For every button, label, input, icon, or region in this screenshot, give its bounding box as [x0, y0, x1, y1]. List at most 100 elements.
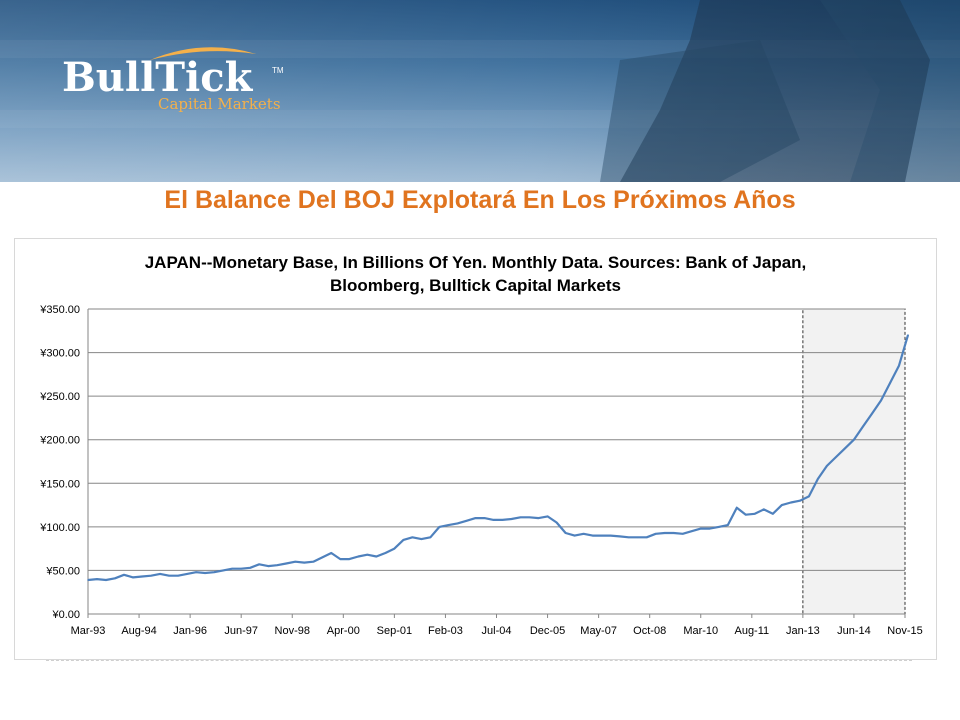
data-point — [690, 530, 693, 532]
data-point — [267, 565, 269, 567]
data-point — [799, 499, 801, 502]
data-point — [222, 569, 224, 572]
line-chart: ¥0.00 ¥50.00 ¥100.00 ¥150.00 ¥200.00 ¥250.00 ¥… — [39, 304, 923, 637]
data-point — [546, 515, 549, 518]
data-point — [402, 539, 405, 541]
banner-figure-silhouette — [600, 40, 800, 182]
data-point — [844, 447, 846, 450]
data-point — [213, 571, 215, 573]
x-tick-label: Mar-10 — [683, 625, 718, 637]
data-point — [889, 382, 891, 384]
y-tick-label: ¥0.00 — [51, 609, 80, 621]
data-point — [663, 532, 666, 534]
y-tick-label: ¥250.00 — [39, 391, 80, 403]
data-point — [672, 532, 675, 534]
logo-subtitle: Capital Markets — [158, 95, 281, 113]
data-point — [907, 334, 909, 336]
data-point — [150, 574, 152, 577]
x-tick-label: Aug-11 — [734, 625, 769, 637]
data-point — [366, 553, 369, 556]
data-point — [537, 517, 540, 519]
x-tick-label: Jan-13 — [786, 625, 820, 637]
data-point — [618, 535, 621, 538]
data-point — [339, 558, 342, 560]
data-point — [645, 536, 648, 539]
data-point — [357, 555, 360, 558]
x-tick-label: Jun-97 — [224, 625, 258, 637]
chart-title: JAPAN--Monetary Base, In Billions Of Yen… — [15, 251, 936, 297]
data-point — [132, 576, 134, 579]
data-point — [276, 564, 279, 566]
data-point — [591, 534, 594, 537]
x-tick-label: Apr-00 — [327, 625, 360, 637]
data-point — [700, 527, 702, 530]
data-point — [114, 577, 116, 580]
data-point — [709, 527, 711, 530]
data-point — [528, 516, 531, 519]
data-point — [627, 536, 630, 539]
data-point — [790, 501, 792, 504]
data-point — [880, 399, 882, 402]
logo-wordmark: BullTick — [62, 54, 253, 101]
data-point — [736, 506, 738, 509]
y-tick-label: ¥300.00 — [39, 348, 80, 360]
data-point — [681, 533, 684, 535]
data-point — [636, 536, 639, 539]
data-point — [249, 567, 251, 569]
data-point — [781, 504, 783, 506]
y-tick-label: ¥50.00 — [45, 565, 80, 577]
slide-title: El Balance Del BOJ Explotará En Los Próx… — [164, 186, 796, 214]
data-point — [862, 425, 864, 428]
logo-swoosh-icon — [150, 47, 256, 60]
data-point — [447, 524, 450, 526]
data-point — [519, 516, 522, 519]
x-tick-label: Mar-93 — [71, 625, 106, 637]
data-point — [501, 519, 504, 521]
data-point — [303, 561, 306, 564]
data-point — [231, 567, 233, 570]
data-point — [564, 532, 567, 534]
data-point — [105, 579, 107, 581]
data-point — [429, 536, 432, 539]
data-point — [826, 465, 828, 467]
data-point — [123, 574, 125, 576]
data-point — [871, 412, 873, 415]
chart-title-line-1: JAPAN--Monetary Base, In Billions Of Yen… — [144, 253, 807, 272]
x-tick-label: Jul-04 — [482, 625, 512, 637]
data-point — [285, 562, 288, 565]
data-point — [186, 573, 188, 575]
data-point — [195, 571, 197, 573]
data-point — [727, 524, 729, 526]
header-banner: BullTick TM Capital Markets — [0, 0, 960, 182]
x-tick-label: Feb-03 — [428, 625, 463, 637]
data-point — [204, 572, 206, 574]
data-point — [465, 520, 468, 522]
data-point — [600, 534, 603, 537]
data-point — [384, 552, 387, 554]
data-point — [456, 522, 459, 525]
data-point — [420, 538, 423, 540]
data-point — [492, 519, 495, 521]
data-point — [294, 560, 297, 563]
x-tick-label: Jan-96 — [173, 625, 207, 637]
shaded-region-box — [802, 308, 906, 615]
data-point — [555, 521, 558, 524]
data-point — [745, 513, 747, 516]
banner-overlay — [0, 0, 960, 182]
y-tick-label: ¥350.00 — [39, 304, 80, 316]
x-tick-label: Nov-15 — [887, 625, 922, 637]
y-tick-label: ¥200.00 — [39, 435, 80, 447]
banner-figure-silhouette — [620, 0, 930, 182]
data-point — [483, 517, 486, 519]
chart-title-line-2: Bloomberg, Bulltick Capital Markets — [330, 276, 621, 295]
y-tick-label: ¥100.00 — [39, 522, 80, 534]
data-point — [510, 518, 513, 520]
data-point — [573, 534, 576, 537]
data-point — [393, 547, 396, 550]
data-point — [654, 533, 657, 535]
data-point — [853, 438, 855, 441]
data-point — [177, 574, 179, 577]
x-tick-label: Aug-94 — [121, 625, 156, 637]
chart-frame: JAPAN--Monetary Base, In Billions Of Yen… — [14, 238, 937, 660]
data-point — [168, 574, 170, 577]
